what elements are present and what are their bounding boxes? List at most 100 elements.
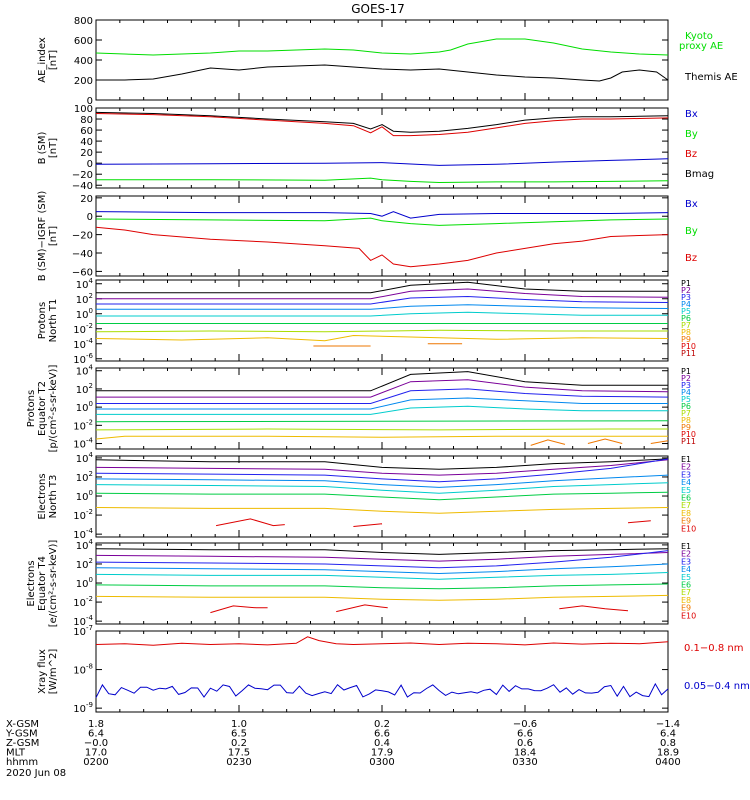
- data-series-line: [95, 334, 669, 342]
- legend-entry: P11: [681, 349, 696, 358]
- y-tick-label: 10-2: [73, 508, 93, 522]
- data-series-line: [96, 64, 669, 82]
- y-tick-label: 40: [80, 137, 93, 148]
- data-series-line: [95, 435, 668, 440]
- data-series-line: [559, 605, 629, 612]
- data-series-line: [96, 281, 668, 294]
- legend-entry: P7: [681, 321, 691, 330]
- y-tick-label: 100: [76, 400, 93, 414]
- x-axis-value: 6.5: [231, 729, 247, 740]
- legend-entry: E10: [681, 611, 696, 620]
- data-series-line: [95, 211, 669, 219]
- y-tick-label: 10-4: [73, 337, 93, 351]
- data-series-line: [353, 523, 383, 527]
- data-series-line: [95, 474, 669, 488]
- data-series-line: [95, 38, 669, 56]
- data-series-line: [95, 507, 669, 514]
- y-axis-label: Xray flux: [37, 649, 48, 694]
- x-axis-value: 0400: [655, 757, 680, 768]
- legend-entry: E4: [681, 565, 691, 574]
- legend-entry: Bz: [685, 253, 697, 264]
- legend-entry: P5: [681, 307, 691, 316]
- legend-entry: proxy AE: [679, 41, 723, 52]
- data-series-line: [95, 682, 669, 698]
- y-tick-label: −20: [72, 231, 93, 242]
- data-series-line: [95, 563, 669, 575]
- x-axis-value: 0.2: [231, 738, 247, 749]
- legend-entry: P7: [681, 409, 691, 418]
- x-axis-value: 0.4: [374, 738, 390, 749]
- data-series-line: [96, 405, 668, 415]
- y-tick-label: 10-8: [73, 663, 93, 677]
- legend-entry: P10: [681, 430, 696, 439]
- y-tick-label: −40: [72, 181, 93, 192]
- y-tick-label: 10-4: [73, 437, 93, 451]
- legend-entry: E5: [681, 573, 691, 582]
- panel-frame: [95, 279, 669, 362]
- y-axis-label: Protons: [26, 390, 37, 427]
- y-axis-label: B (SM): [37, 131, 48, 164]
- data-series-line: [216, 518, 285, 527]
- x-axis-value: 17.9: [371, 748, 393, 759]
- y-tick-label: 10-2: [73, 322, 93, 336]
- data-series-line: [96, 371, 668, 392]
- legend-entry: E9: [681, 517, 691, 526]
- legend-entry: 0.05−0.4 nm: [684, 681, 750, 692]
- legend-entry: By: [685, 129, 698, 140]
- legend-entry: Bmag: [685, 169, 714, 180]
- y-tick-label: 10-2: [73, 595, 93, 609]
- legend-entry: Themis AE: [684, 72, 738, 83]
- y-axis-label: AE_index: [37, 37, 48, 83]
- y-tick-label: 60: [80, 126, 93, 137]
- data-series-line: [587, 438, 623, 444]
- plot-title: GOES-17: [351, 2, 405, 16]
- y-tick-label: 800: [74, 16, 93, 27]
- y-tick-label: 600: [74, 36, 93, 47]
- legend-entry: Bx: [685, 109, 698, 120]
- x-axis-value: 0230: [226, 757, 251, 768]
- y-axis-label: [nT]: [48, 138, 59, 158]
- data-series-line: [96, 379, 669, 398]
- x-axis-value: 6.4: [660, 729, 676, 740]
- legend-entry: E8: [681, 596, 691, 605]
- panel-xray: 10-7 10-8 10-9 Xray flux [W/m^2] 0.1−0.8 nm 0.…: [37, 624, 750, 715]
- y-tick-label: −20: [72, 170, 93, 181]
- x-axis-value: 0300: [369, 757, 394, 768]
- legend-entry: E1: [681, 455, 691, 464]
- data-series-line: [650, 440, 669, 444]
- data-series-line: [95, 329, 668, 333]
- x-axis-row-label: Y-GSM: [5, 729, 38, 740]
- data-series-line: [95, 482, 669, 494]
- legend-entry: 0.1−0.8 nm: [684, 643, 743, 654]
- y-tick-label: −40: [72, 249, 93, 260]
- data-series-line: [95, 583, 669, 590]
- data-series-line: [96, 295, 669, 305]
- y-axis-label: [e/(cm²-s-sr-keV)]: [48, 540, 59, 628]
- data-series-line: [95, 550, 669, 569]
- legend-entry: E4: [681, 478, 691, 487]
- legend-entry: P6: [681, 402, 691, 411]
- y-tick-label: 104: [76, 364, 94, 378]
- legend-entry: P5: [681, 395, 691, 404]
- y-tick-label: 10-2: [73, 418, 93, 432]
- x-axis-value: 17.5: [228, 748, 250, 759]
- legend-entry: P3: [681, 381, 691, 390]
- x-axis-row-label: MLT: [6, 748, 26, 759]
- y-tick-label: 102: [76, 557, 93, 571]
- y-axis-label: Electrons: [26, 560, 37, 606]
- data-series-line: [95, 491, 669, 501]
- y-tick-label: 80: [80, 115, 93, 126]
- legend-entry: E8: [681, 509, 691, 518]
- x-axis-value: 6.4: [88, 729, 104, 740]
- data-series-line: [96, 304, 669, 310]
- x-axis-value: 6.6: [517, 729, 533, 740]
- legend-entry: E1: [681, 542, 691, 551]
- legend-entry: P1: [681, 279, 691, 288]
- data-series-line: [96, 177, 669, 184]
- legend-entry: P8: [681, 328, 691, 337]
- panel-frame: [95, 107, 669, 189]
- y-tick-label: 100: [76, 489, 93, 503]
